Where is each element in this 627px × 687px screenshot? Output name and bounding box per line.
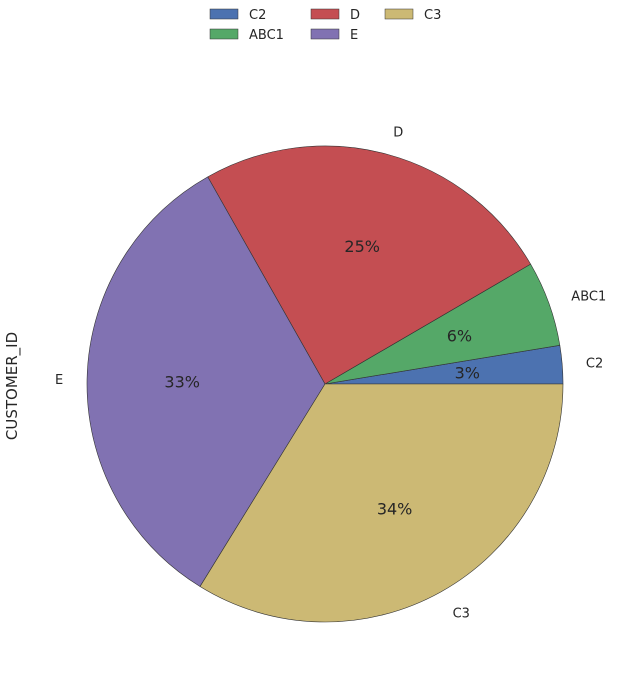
pct-label-abc1: 6% — [447, 327, 472, 346]
legend-swatch-abc1 — [209, 28, 239, 40]
legend: C2 ABC1 DE C3 — [209, 8, 441, 43]
slice-labels: C2 ABC1 D E C3 — [55, 125, 606, 621]
legend-swatch-e — [310, 28, 340, 40]
pct-label-e: 33% — [164, 372, 200, 391]
pct-label-d: 25% — [344, 237, 380, 256]
legend-label-d: D — [350, 8, 360, 23]
percentage-labels: 3% 6% 25% 33% 34% — [164, 237, 480, 519]
legend-swatch-c2 — [209, 8, 239, 20]
slice-label-d: D — [393, 125, 403, 140]
pct-label-c3: 34% — [377, 500, 413, 519]
pie-slices — [86, 145, 564, 623]
y-axis-label: CUSTOMER_ID — [3, 332, 22, 440]
legend-label-c2: C2 — [249, 8, 266, 23]
pct-label-c2: 3% — [455, 363, 480, 382]
slice-label-abc1: ABC1 — [571, 289, 606, 304]
pie-slice-e — [86, 176, 326, 587]
pie-slice-d — [207, 145, 531, 385]
slice-label-e: E — [55, 373, 63, 388]
legend-label-abc1: ABC1 — [249, 28, 284, 43]
legend-label-e: E — [350, 28, 358, 43]
legend-swatch-d — [310, 8, 340, 20]
slice-label-c2: C2 — [586, 357, 603, 372]
legend-label-c3: C3 — [424, 8, 441, 23]
slice-label-c3: C3 — [453, 607, 470, 622]
legend-swatch-c3 — [384, 8, 414, 20]
pie-slice-c3 — [199, 383, 564, 623]
